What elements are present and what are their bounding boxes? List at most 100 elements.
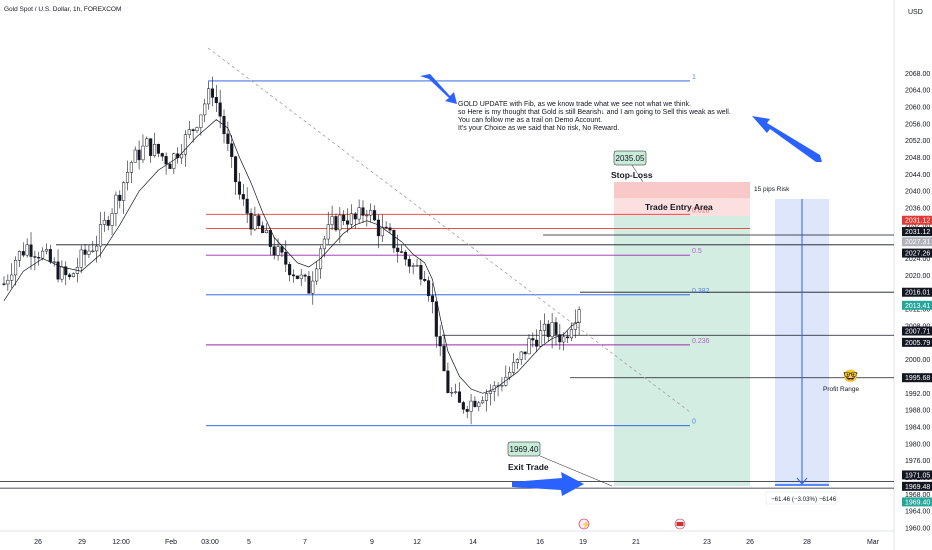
candle-body (52, 261, 56, 263)
candle-body (481, 400, 485, 404)
candle-body (434, 301, 438, 337)
arrow-icon (752, 116, 822, 162)
profit-zone[interactable] (614, 216, 750, 486)
candle-body (384, 226, 388, 229)
flag-stripes (676, 522, 684, 526)
candle-body (288, 264, 292, 276)
candle-body (95, 245, 99, 252)
trend-line[interactable] (207, 47, 691, 413)
stop-loss-zone[interactable] (614, 182, 750, 198)
price-tag-value: 2005.79 (905, 340, 930, 347)
exit-badge[interactable] (507, 441, 541, 457)
price-tag (902, 227, 932, 237)
candle-body (523, 351, 527, 355)
candle-body (214, 97, 218, 104)
candle-body (349, 213, 353, 225)
candle-body (569, 329, 573, 339)
time-tick-label: Feb (165, 539, 177, 546)
candle-body (48, 249, 52, 263)
profit-range-label: Profit Range (823, 386, 860, 393)
fib-level-label: 0 (692, 419, 696, 426)
candle-body (272, 246, 276, 256)
time-tick-label: 28 (803, 539, 811, 546)
candle-body (125, 172, 130, 183)
candle-body (276, 246, 280, 256)
stop-loss-badge-value: 2035.05 (616, 154, 645, 163)
lightning-icon[interactable] (578, 518, 590, 530)
candle-body (419, 265, 423, 280)
candle-body (137, 149, 141, 161)
time-tick-label: 14 (469, 539, 477, 546)
price-tag-value: 1995.68 (905, 375, 930, 382)
candle-body (546, 323, 550, 337)
fib-level-label: 0.5 (692, 248, 702, 255)
candle-body (392, 229, 396, 249)
candle-body (160, 153, 164, 157)
candle-body (295, 275, 299, 279)
price-tick-label: 1964.00 (905, 509, 930, 516)
trade-entry-zone[interactable] (614, 198, 750, 216)
price-tick-label: 1960.00 (905, 526, 930, 533)
fib-level-label: 0.618 (692, 207, 710, 214)
candle-body (353, 213, 357, 220)
price-tag-value: 2016.01 (905, 290, 930, 297)
price-tag (902, 248, 932, 258)
symbol-title: Gold Spot / U.S. Dollar, 1h, FOREXCOM (4, 6, 121, 13)
price-tick-label: 1976.00 (905, 458, 930, 465)
trade-entry-label: Trade Entry Area (645, 202, 713, 212)
candle-body (41, 250, 45, 259)
candle-body (411, 265, 415, 267)
candle-body (230, 143, 234, 157)
idea-text: GOLD UPDATE with Fib, as we know trade w… (458, 101, 731, 132)
candle-body (469, 400, 473, 412)
candle-body (33, 256, 37, 258)
price-tick-label: 2048.00 (905, 155, 930, 162)
price-tick-label: 2032.00 (905, 222, 930, 229)
candle-body (407, 259, 411, 267)
candle-body (10, 274, 14, 281)
candle-body (345, 220, 350, 225)
stop-loss-pointer (631, 164, 644, 183)
candle-body (423, 279, 427, 281)
time-tick-label: 7 (303, 539, 307, 546)
candle-body (338, 214, 342, 231)
candle-body (60, 266, 64, 280)
candle-body (21, 251, 25, 256)
price-tick-label: 1980.00 (905, 441, 930, 448)
candle-body (577, 309, 581, 323)
candle-body (307, 275, 311, 294)
candle-body (87, 250, 91, 255)
candle-body (210, 88, 214, 98)
stop-loss-badge[interactable] (613, 150, 647, 166)
candle-body (199, 114, 203, 128)
price-tag (902, 326, 932, 336)
candle-body (79, 249, 83, 268)
profit-arrow-head (796, 477, 808, 485)
candle-body (218, 102, 222, 117)
candle-body (14, 259, 18, 276)
candle-body (264, 229, 269, 234)
time-tick-label: 12:00 (112, 539, 130, 546)
nerd-face-icon: 🤓 (843, 369, 858, 383)
candle-body (2, 283, 6, 285)
price-tick-label: 2068.00 (905, 71, 930, 78)
candle-body (25, 244, 29, 256)
candle-body (122, 182, 126, 201)
candle-body (438, 336, 442, 347)
price-tag-value: 2031.12 (905, 229, 930, 236)
candle-body (396, 247, 400, 252)
price-tick-label: 2036.00 (905, 206, 930, 213)
candle-body (457, 391, 462, 403)
time-tick-label: 21 (632, 539, 640, 546)
time-axis[interactable]: 26 29 12:00 Feb 03:00 5 7 9 12 14 16 19 21 23 26 28 Mar (34, 539, 880, 546)
candle-body (64, 266, 68, 276)
candle-body (6, 280, 10, 285)
candle-body (430, 295, 435, 302)
time-tick-label: 26 (746, 539, 754, 546)
fib-level-label: 0.236 (692, 338, 710, 345)
time-tick-label: 5 (247, 539, 251, 546)
candle-body (203, 103, 207, 116)
time-tick-label: 26 (34, 539, 42, 546)
lightning-glyph: ⚡ (582, 520, 591, 529)
